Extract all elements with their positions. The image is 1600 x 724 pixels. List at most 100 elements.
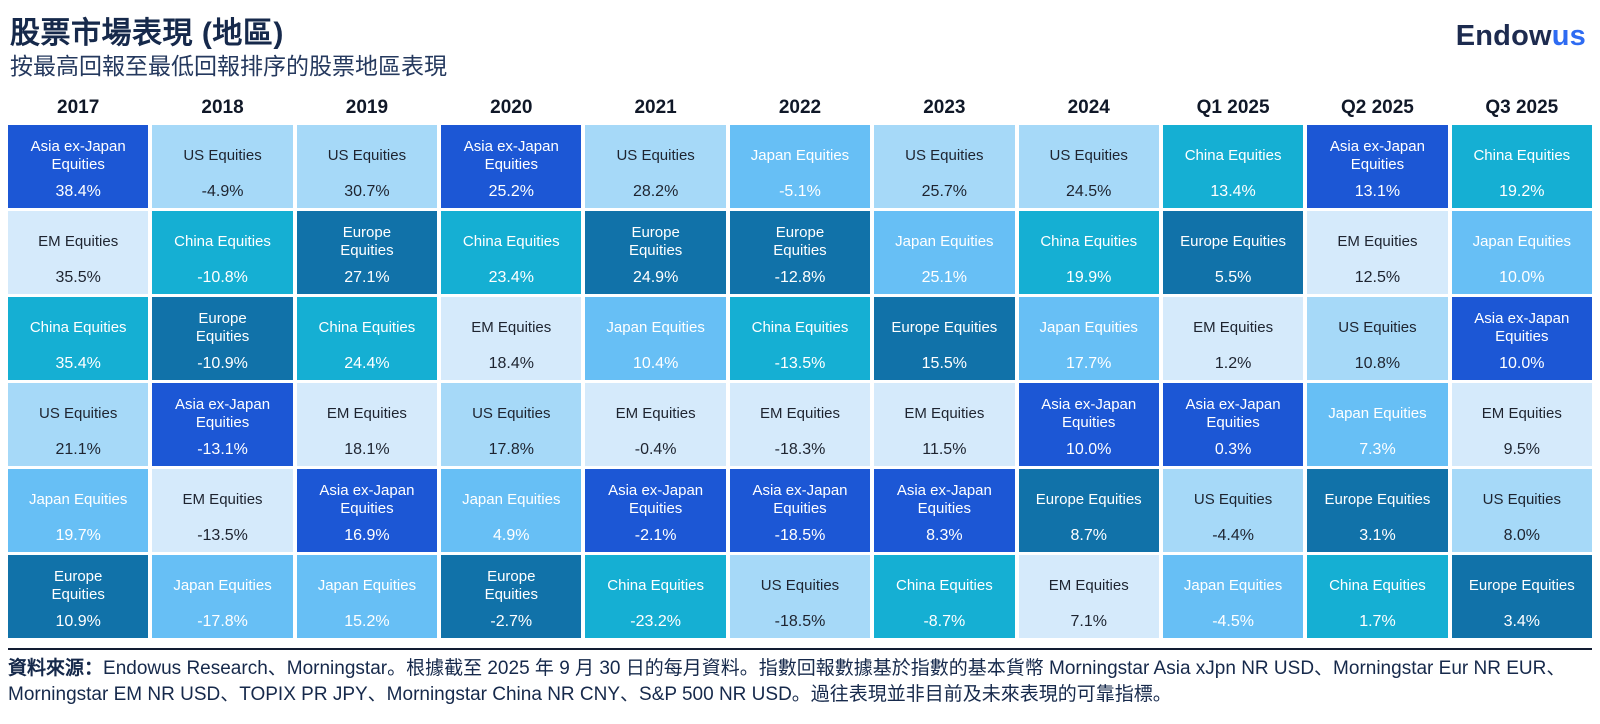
asset-label: EM Equities [326,405,407,423]
asset-label: EM Equities [1193,319,1274,337]
return-value: 17.8% [488,441,534,458]
asset-label: US Equities [1049,147,1128,165]
table-cell: Europe Equities 10.9% [8,555,149,638]
return-value: -18.5% [774,613,826,630]
source-text: Endowus Research、Morningstar。根據截至 2025 年… [8,658,1566,706]
asset-label: Japan Equities [1183,577,1283,595]
table-cell: Asia ex-Japan Equities 16.9% [296,469,438,552]
return-value: -18.3% [774,441,826,458]
table-cell: US Equities -4.4% [1162,469,1304,552]
table-cell: Asia ex-Japan Equities 38.4% [8,125,149,208]
asset-label: Europe Equities [340,224,394,259]
table-cell: EM Equities 7.1% [1018,555,1159,638]
asset-label: Europe Equities [195,310,250,345]
column-header: 2021 [634,97,677,118]
asset-label: Asia ex-Japan Equities [175,396,271,431]
table-cell: Japan Equities 25.1% [874,211,1015,294]
table-cell: Asia ex-Japan Equities 13.1% [1307,125,1448,208]
table-cell: US Equities 17.8% [441,383,582,466]
return-value: 35.5% [55,269,101,286]
table-cell: Asia ex-Japan Equities 10.0% [1451,297,1592,380]
return-value: -18.5% [774,527,826,544]
asset-label: US Equities [327,147,407,165]
asset-label: China Equities [1329,577,1426,595]
asset-label: Japan Equities [1472,233,1571,251]
asset-label: China Equities [751,319,849,337]
return-value: -23.2% [630,613,681,630]
table-cell: EM Equities -0.4% [585,383,726,466]
table-cell: China Equities 19.9% [1018,211,1159,294]
asset-label: Europe Equities [51,568,105,603]
asset-label: Europe Equities [628,224,683,259]
asset-label: China Equities [1040,233,1138,251]
asset-label: Europe Equities [891,319,998,337]
table-cell: China Equities -10.8% [152,211,293,294]
table-cell: US Equities -4.9% [152,125,293,208]
return-value: -13.5% [197,527,248,544]
table-cell: EM Equities 11.5% [874,383,1015,466]
asset-label: EM Equities [1048,577,1129,595]
return-value: 24.9% [632,269,679,286]
table-cell: EM Equities 1.2% [1162,297,1304,380]
asset-label: US Equities [38,405,118,423]
asset-label: US Equities [760,577,840,595]
table-cell: Japan Equities 19.7% [8,469,149,552]
return-value: -4.9% [201,183,244,200]
asset-label: Japan Equities [317,577,417,595]
table-cell: China Equities 35.4% [8,297,149,380]
table-cell: Asia ex-Japan Equities 25.2% [441,125,582,208]
table-cell: US Equities 21.1% [8,383,149,466]
performance-grid: 2017 2018 2019 2020 2021 2022 2023 2024 Q1 2025 Q… [8,94,1592,638]
asset-label: Europe Equities [773,224,827,259]
asset-label: Japan Equities [462,491,561,509]
asset-label: China Equities [1473,147,1571,165]
table-cell: Europe Equities 3.1% [1307,469,1448,552]
return-value: 25.2% [488,183,534,200]
return-value: 25.1% [921,269,968,286]
table-cell: China Equities 19.2% [1451,125,1592,208]
return-value: 8.3% [926,527,963,544]
return-value: 24.5% [1066,183,1112,200]
column-header: 2024 [1067,97,1110,118]
column-header: 2018 [201,97,244,118]
return-value: 4.9% [493,527,530,544]
table-cell: Europe Equities -2.7% [441,555,582,638]
table-cell: EM Equities 18.1% [296,383,438,466]
table-cell: Japan Equities 10.0% [1451,211,1592,294]
asset-label: Japan Equities [606,319,705,337]
asset-label: US Equities [1193,491,1273,509]
table-cell: China Equities 13.4% [1162,125,1304,208]
table-cell: Japan Equities -17.8% [152,555,293,638]
asset-label: China Equities [29,319,127,337]
column-header: Q3 2025 [1485,97,1559,118]
table-cell: China Equities 24.4% [296,297,438,380]
asset-label: China Equities [318,319,416,337]
table-cell: Japan Equities 17.7% [1018,297,1159,380]
return-value: 3.4% [1503,613,1541,630]
return-value: -13.5% [774,355,826,372]
return-value: 17.7% [1066,355,1112,372]
asset-label: US Equities [1482,491,1561,509]
table-cell: Europe Equities 5.5% [1162,211,1304,294]
return-value: 35.4% [55,355,101,372]
column-header: 2022 [778,97,822,118]
return-value: 18.1% [344,441,390,458]
asset-label: Japan Equities [750,147,850,165]
return-value: 13.1% [1354,183,1401,200]
endowus-logo: Endowus [1456,20,1586,53]
asset-label: Japan Equities [173,577,272,595]
column-header: 2019 [345,97,389,118]
return-value: 16.9% [344,527,390,544]
column-header: Q2 2025 [1340,97,1414,118]
asset-label: Asia ex-Japan Equities [752,482,848,517]
return-value: 19.7% [55,527,101,544]
return-value: 15.5% [921,355,968,372]
asset-label: EM Equities [471,319,552,337]
return-value: 19.9% [1066,269,1112,286]
return-value: 7.3% [1359,441,1396,458]
return-value: 38.4% [55,183,101,200]
asset-label: Europe Equities [1324,491,1431,509]
table-cell: EM Equities -13.5% [152,469,293,552]
asset-label: China Equities [1184,147,1282,165]
return-value: 10.9% [55,613,101,630]
